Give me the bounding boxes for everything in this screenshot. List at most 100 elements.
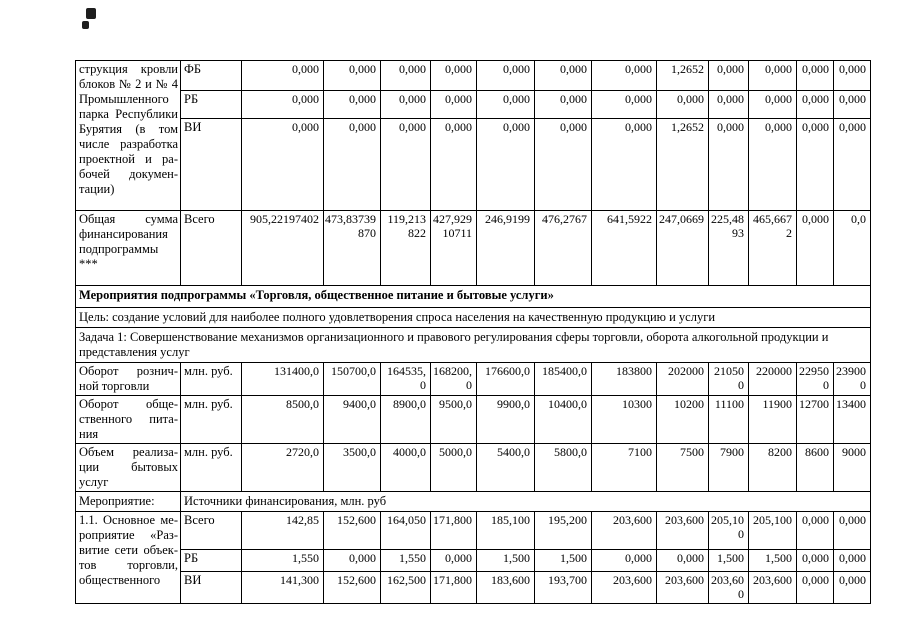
value-cell: 1,2652 xyxy=(656,118,709,211)
value-cell: 0,000 xyxy=(796,60,834,91)
value-cell: 1,550 xyxy=(241,549,324,572)
value-cell: 11900 xyxy=(748,395,797,444)
value-cell: 8600 xyxy=(796,443,834,492)
value-cell: 0,0 xyxy=(833,210,871,286)
value-cell: 0,000 xyxy=(380,118,431,211)
value-cell: 225,4893 xyxy=(708,210,749,286)
value-cell: 0,000 xyxy=(323,90,381,119)
value-cell: 5800,0 xyxy=(534,443,592,492)
value-cell: 476,2767 xyxy=(534,210,592,286)
value-cell: 11100 xyxy=(708,395,749,444)
value-cell: 220000 xyxy=(748,362,797,396)
value-cell: 195,200 xyxy=(534,511,592,550)
value-cell: 0,000 xyxy=(833,571,871,604)
subprogram-financing-table: струкция кровли блоков № 2 и № 4 Промышл… xyxy=(75,60,871,604)
value-cell: 164535,0 xyxy=(380,362,431,396)
value-cell: 8900,0 xyxy=(380,395,431,444)
value-cell: 0,000 xyxy=(748,60,797,91)
task-text: Задача 1: Совершенствование механизмов о… xyxy=(75,327,871,363)
value-cell: 203,600 xyxy=(708,571,749,604)
value-cell: 141,300 xyxy=(241,571,324,604)
value-cell: 0,000 xyxy=(591,60,657,91)
unit-cell: млн. руб. xyxy=(180,443,242,492)
ink-mark xyxy=(86,8,96,19)
value-cell: 203,600 xyxy=(748,571,797,604)
value-cell: 9000 xyxy=(833,443,871,492)
value-cell: 0,000 xyxy=(380,90,431,119)
value-cell: 0,000 xyxy=(833,511,871,550)
table-row-catering-turnover: Оборот обще-ственного пита-ния млн. руб.… xyxy=(75,395,871,444)
value-cell: 3500,0 xyxy=(323,443,381,492)
value-cell: 1,500 xyxy=(748,549,797,572)
value-cell: 0,000 xyxy=(430,549,477,572)
value-cell: 7100 xyxy=(591,443,657,492)
value-cell: 7500 xyxy=(656,443,709,492)
value-cell: 473,83739870 xyxy=(323,210,381,286)
table-row-goal: Цель: создание условий для наиболее полн… xyxy=(75,307,871,328)
value-cell: 203,600 xyxy=(656,571,709,604)
value-cell: 246,9199 xyxy=(476,210,535,286)
value-cell: 905,22197402 xyxy=(241,210,324,286)
value-cell: 0,000 xyxy=(430,118,477,211)
value-cell: 8500,0 xyxy=(241,395,324,444)
value-cell: 1,500 xyxy=(708,549,749,572)
row-label-total-funding: Общая сумма финансирования подпрограммы … xyxy=(75,210,181,286)
value-cell: 205,100 xyxy=(708,511,749,550)
value-cell: 9900,0 xyxy=(476,395,535,444)
source-cell: Всего xyxy=(180,511,242,550)
row-label-retail-turnover: Оборот рознич-ной торговли xyxy=(75,362,181,396)
value-cell: 185,100 xyxy=(476,511,535,550)
value-cell: 10400,0 xyxy=(534,395,592,444)
table-row-event-rb: РБ 1,550 0,000 1,550 0,000 1,500 1,500 0,000 0,… xyxy=(76,549,871,572)
value-cell: 0,000 xyxy=(430,90,477,119)
value-cell: 10200 xyxy=(656,395,709,444)
value-cell: 0,000 xyxy=(241,90,324,119)
value-cell: 0,000 xyxy=(708,60,749,91)
value-cell: 465,6672 xyxy=(748,210,797,286)
value-cell: 0,000 xyxy=(656,90,709,119)
value-cell: 193,700 xyxy=(534,571,592,604)
value-cell: 1,2652 xyxy=(656,60,709,91)
section-header-text: Мероприятия подпрограммы «Торговля, обще… xyxy=(75,285,871,308)
table-row-event-header: Мероприятие: Источники финансирования, м… xyxy=(75,491,871,512)
value-cell: 152,600 xyxy=(323,511,381,550)
value-cell: 168200,0 xyxy=(430,362,477,396)
table-row-section-header: Мероприятия подпрограммы «Торговля, обще… xyxy=(75,285,871,308)
value-cell: 1,500 xyxy=(534,549,592,572)
value-cell: 247,0669 xyxy=(656,210,709,286)
value-cell: 0,000 xyxy=(476,60,535,91)
table-row-event-vi: ВИ 141,300 152,600 162,500 171,800 183,600 19… xyxy=(76,571,871,604)
funding-sources-label: Источники финансирования, млн. руб xyxy=(180,491,871,512)
value-cell: 183,600 xyxy=(476,571,535,604)
table-row-total: Общая сумма финансирования подпрограммы … xyxy=(75,210,871,286)
value-cell: 171,800 xyxy=(430,571,477,604)
value-cell: 0,000 xyxy=(534,90,592,119)
value-cell: 0,000 xyxy=(591,549,657,572)
row-label-main-event: 1.1. Основное ме-роприятие «Раз-витие се… xyxy=(75,511,181,604)
value-cell: 205,100 xyxy=(748,511,797,550)
value-cell: 12700 xyxy=(796,395,834,444)
table-row-event-total: 1.1. Основное ме-роприятие «Раз-витие се… xyxy=(75,511,871,604)
unit-cell: млн. руб. xyxy=(180,395,242,444)
value-cell: 0,000 xyxy=(656,549,709,572)
value-cell: 183800 xyxy=(591,362,657,396)
ink-mark xyxy=(82,21,89,29)
value-cell: 202000 xyxy=(656,362,709,396)
row-label-household-services: Объем реализа-ции бытовых услуг xyxy=(75,443,181,492)
unit-cell: млн. руб. xyxy=(180,362,242,396)
value-cell: 9500,0 xyxy=(430,395,477,444)
value-cell: 176600,0 xyxy=(476,362,535,396)
value-cell: 0,000 xyxy=(833,90,871,119)
value-cell: 150700,0 xyxy=(323,362,381,396)
table-row-household-services: Объем реализа-ции бытовых услуг млн. руб… xyxy=(75,443,871,492)
value-cell: 152,600 xyxy=(323,571,381,604)
row-label-catering-turnover: Оборот обще-ственного пита-ния xyxy=(75,395,181,444)
table-row-task: Задача 1: Совершенствование механизмов о… xyxy=(75,327,871,363)
value-cell: 0,000 xyxy=(591,90,657,119)
value-cell: 0,000 xyxy=(796,549,834,572)
value-cell: 0,000 xyxy=(476,118,535,211)
source-cell: ВИ xyxy=(180,118,242,211)
value-cell: 0,000 xyxy=(796,511,834,550)
value-cell: 203,600 xyxy=(656,511,709,550)
event-header-label: Мероприятие: xyxy=(75,491,181,512)
